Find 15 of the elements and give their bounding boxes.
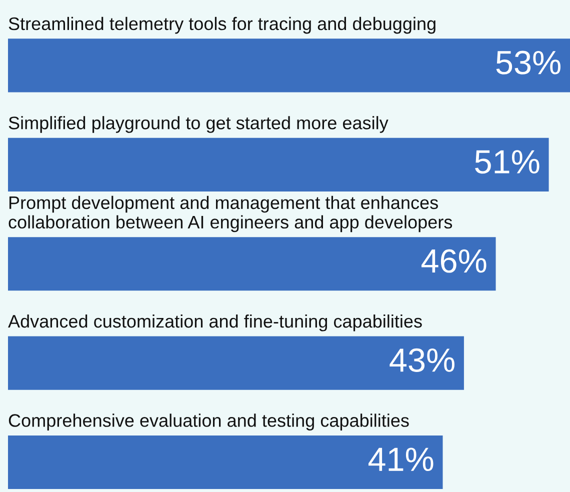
data-label: 46% — [421, 249, 486, 273]
bar — [8, 138, 549, 192]
data-label: 43% — [390, 348, 454, 372]
y-tick-label: Advanced customization and fine-tuning capabilities — [8, 314, 422, 332]
y-tick-label: Prompt development and management that enhances collaboration between AI engineers and app developers — [8, 196, 452, 232]
y-tick-label: Simplified playground to get started more easily — [8, 116, 388, 133]
data-label: 51% — [475, 150, 540, 174]
bar — [8, 237, 496, 291]
y-tick-label: Comprehensive evaluation and testing capabilities — [8, 414, 409, 430]
bar — [8, 336, 464, 390]
data-label: 41% — [368, 448, 434, 472]
bar — [8, 435, 443, 490]
data-label: 53% — [496, 50, 560, 74]
y-tick-label: Streamlined telemetry tools for tracing and debugging — [8, 16, 436, 34]
bar — [8, 38, 570, 92]
